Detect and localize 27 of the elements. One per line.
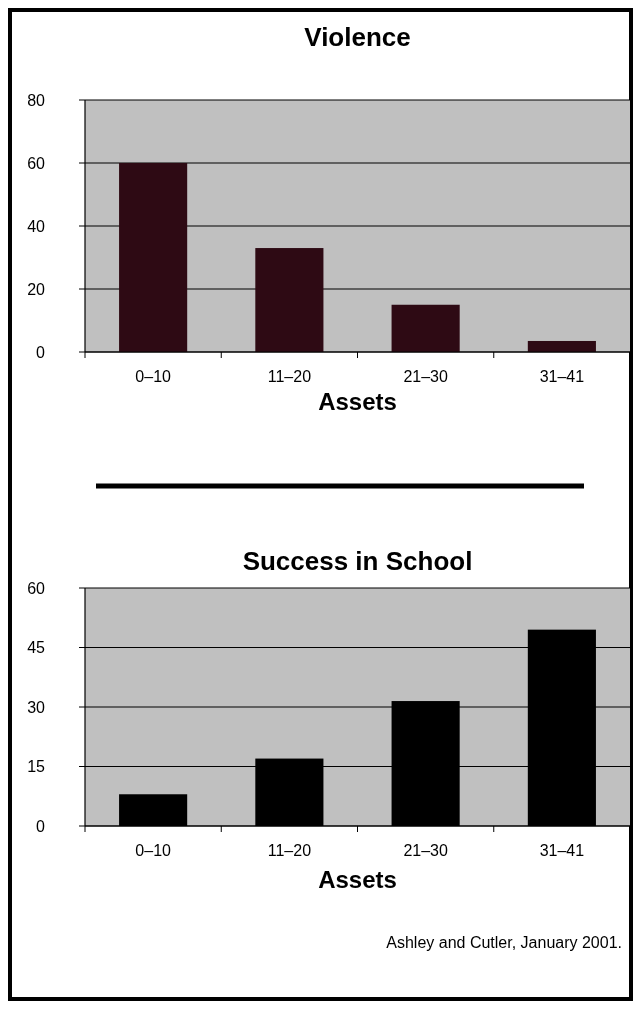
y-tick-label: 15 xyxy=(27,758,46,776)
x-tick-label: 0–10 xyxy=(135,368,172,385)
y-tick-label: 40 xyxy=(27,217,46,235)
bar xyxy=(119,163,188,352)
bar xyxy=(391,304,460,352)
text: Ashley and Cutler, January 2001. xyxy=(386,934,622,951)
y-tick-label: 0 xyxy=(36,817,46,835)
y-tick-label: 20 xyxy=(27,280,46,298)
x-axis-title: Assets xyxy=(318,866,397,893)
x-tick-label: 31–41 xyxy=(539,842,585,859)
y-tick-label: 60 xyxy=(27,579,46,597)
x-tick-label: 11–20 xyxy=(267,842,312,859)
y-tick-label: 45 xyxy=(27,639,46,657)
y-tick-label: 80 xyxy=(27,91,46,109)
y-tick-label: 60 xyxy=(27,154,46,172)
x-tick-label: 0–10 xyxy=(135,842,172,859)
x-tick-label: 21–30 xyxy=(403,368,448,385)
x-axis-title: Assets xyxy=(318,388,397,415)
chart-title: Success in School xyxy=(242,546,473,576)
y-tick-label: 30 xyxy=(27,698,46,716)
x-tick-label: 31–41 xyxy=(539,368,585,385)
bar xyxy=(255,248,324,352)
x-tick-label: 11–20 xyxy=(267,368,312,385)
y-tick-label: 0 xyxy=(36,343,46,361)
x-tick-label: 21–30 xyxy=(403,842,448,859)
bar xyxy=(527,340,596,352)
chart-title: Violence xyxy=(304,22,411,52)
